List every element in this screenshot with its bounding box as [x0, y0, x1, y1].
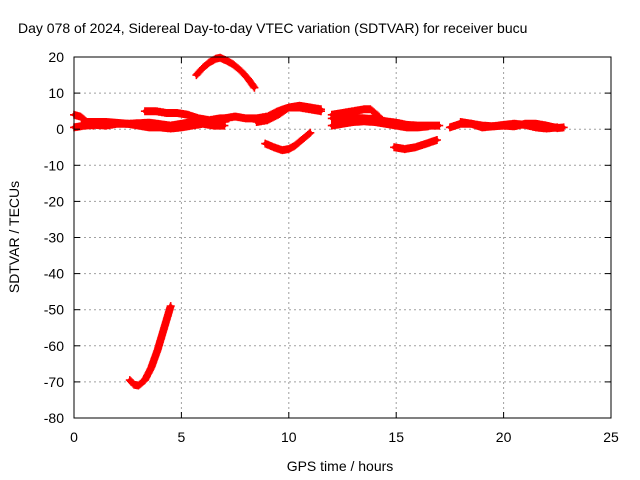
x-tick-label: 15 — [388, 429, 404, 445]
x-tick-label: 0 — [70, 429, 78, 445]
x-axis-label: GPS time / hours — [287, 458, 394, 474]
y-tick-label: -50 — [44, 302, 64, 318]
grid — [74, 57, 611, 418]
y-tick-label: 0 — [56, 121, 64, 137]
data-point-markers — [327, 105, 383, 121]
y-tick-label: -30 — [44, 230, 64, 246]
x-tick-label: 10 — [281, 429, 297, 445]
y-tick-label: -40 — [44, 266, 64, 282]
data-point-markers — [456, 118, 562, 133]
data-series-arc-13 — [390, 136, 441, 154]
data-series-arc-5 — [192, 53, 259, 92]
data-series-arc-8 — [252, 101, 325, 126]
y-tick-label: -70 — [44, 374, 64, 390]
data-series-arc-15 — [456, 118, 562, 133]
y-tick-label: -20 — [44, 193, 64, 209]
x-tick-label: 20 — [496, 429, 512, 445]
data-series-arc-11 — [327, 105, 383, 121]
data-series-arc-12 — [327, 117, 433, 132]
y-axis-tick-labels: -80 -70 -60 -50 -40 -30 -20 -10 0 10 20 — [44, 49, 64, 426]
data-point-markers — [261, 128, 315, 155]
y-tick-label: -60 — [44, 338, 64, 354]
chart-title: Day 078 of 2024, Sidereal Day-to-day VTE… — [18, 20, 527, 36]
y-axis-label: SDTVAR / TECUs — [6, 181, 22, 293]
data-points — [70, 53, 568, 390]
x-axis-tick-labels: 0 5 10 15 20 25 — [70, 429, 619, 445]
x-tick-label: 25 — [603, 429, 619, 445]
data-point-markers — [125, 302, 175, 390]
plot-area — [70, 53, 612, 419]
axis-ticks — [73, 56, 612, 419]
y-tick-label: 10 — [48, 85, 64, 101]
data-point-markers — [192, 53, 259, 92]
data-point-markers — [327, 117, 433, 132]
x-tick-label: 5 — [178, 429, 186, 445]
data-series-arc-9 — [261, 128, 315, 155]
y-tick-label: -10 — [44, 157, 64, 173]
data-point-markers — [390, 136, 441, 154]
y-tick-label: -80 — [44, 410, 64, 426]
data-series-arc-6 — [125, 302, 175, 390]
data-point-markers — [252, 101, 325, 126]
y-tick-label: 20 — [48, 49, 64, 65]
